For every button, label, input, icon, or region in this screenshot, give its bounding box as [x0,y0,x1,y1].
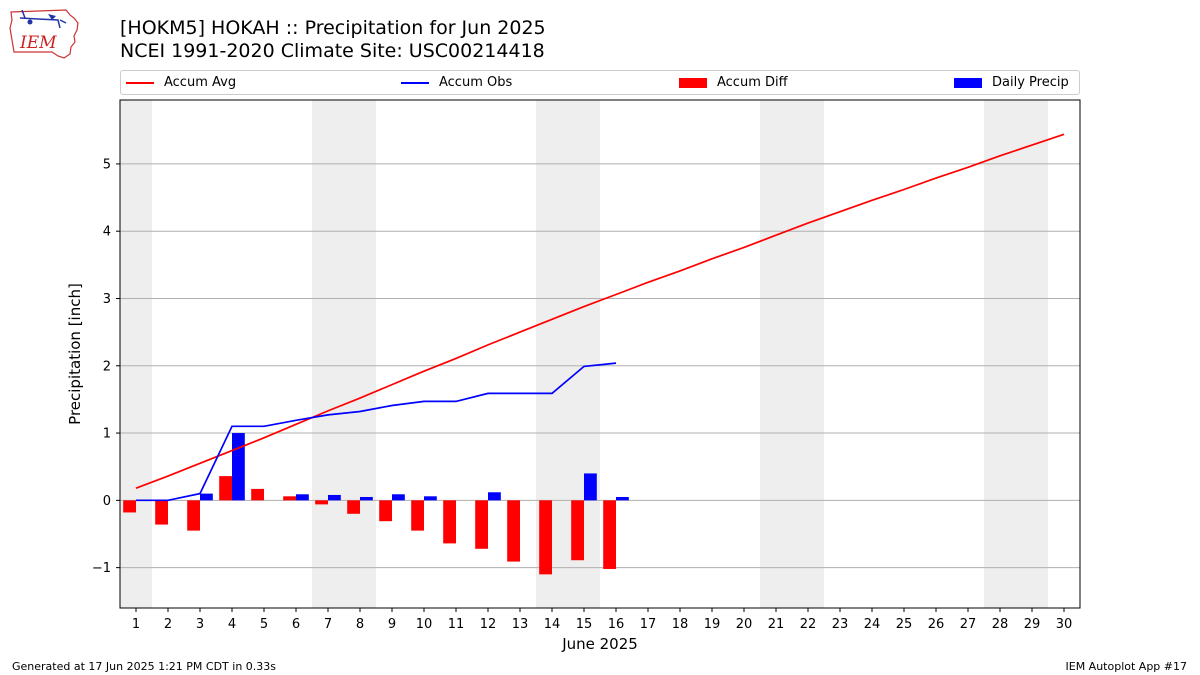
x-tick-label: 12 [480,617,497,632]
x-tick-label: 22 [800,617,817,632]
x-tick-label: 18 [672,617,689,632]
y-tick-label: −1 [92,561,111,576]
daily-precip-bar [328,494,341,501]
accum-diff-bar [411,500,424,531]
legend-item-accum-avg: Accum Avg [126,71,236,94]
x-tick-label: 27 [960,617,977,632]
daily-precip-bar [200,493,213,501]
x-tick-label: 10 [416,617,433,632]
x-axis-label: June 2025 [561,635,638,653]
accum-diff-bar [251,488,264,501]
x-tick-label: 29 [1024,617,1041,632]
y-tick-label: 3 [103,292,111,307]
x-tick-label: 25 [896,617,913,632]
legend-item-accum-obs: Accum Obs [401,71,512,94]
legend-item-accum-diff: Accum Diff [679,71,788,94]
legend-swatch-accum-avg [126,81,154,84]
accum-diff-bar [347,500,360,514]
x-tick-label: 2 [164,617,172,632]
legend-label-accum-avg: Accum Avg [164,75,237,90]
x-tick-label: 28 [992,617,1009,632]
daily-precip-bar [616,496,629,501]
y-axis-label: Precipitation [inch] [66,283,84,425]
x-tick-label: 13 [512,617,529,632]
x-tick-label: 3 [196,617,204,632]
accum-diff-bar [443,500,456,544]
weekend-band [312,100,376,608]
y-tick-label: 4 [103,225,111,240]
chart-legend: Accum Avg Accum Obs Accum Diff Daily Pre… [120,70,1080,95]
x-tick-label: 6 [292,617,300,632]
chart-subtitle: NCEI 1991-2020 Climate Site: USC00214418 [120,40,545,62]
x-tick-label: 14 [544,617,561,632]
daily-precip-bar [360,496,373,501]
autoplot-app-label: IEM Autoplot App #17 [1065,660,1188,673]
weekend-band [120,100,152,608]
accum-diff-bar [475,500,488,549]
accum-diff-bar [283,496,296,501]
accum-diff-bar [571,500,584,561]
x-tick-label: 15 [576,617,593,632]
legend-label-accum-obs: Accum Obs [439,75,513,90]
x-tick-label: 20 [736,617,753,632]
daily-precip-bar [424,496,437,501]
y-tick-label: 5 [103,157,111,172]
x-tick-label: 30 [1056,617,1073,632]
accum-diff-bar [123,500,136,513]
iowa-state-outline-icon [9,9,79,59]
accum-diff-bar [539,500,552,575]
accum-diff-bar [507,500,520,562]
x-tick-label: 8 [356,617,364,632]
daily-precip-bar [488,492,501,501]
x-tick-label: 16 [608,617,625,632]
weekend-band [760,100,824,608]
x-tick-label: 5 [260,617,268,632]
y-tick-label: 2 [103,359,111,374]
x-tick-label: 11 [448,617,465,632]
accum-diff-bar [315,500,328,505]
legend-label-accum-diff: Accum Diff [717,75,788,90]
accum-diff-bar [379,500,392,522]
legend-item-daily-precip: Daily Precip [954,71,1069,94]
accum-obs-line [136,362,617,502]
chart-title: [HOKM5] HOKAH :: Precipitation for Jun 2… [120,17,546,39]
x-tick-label: 9 [388,617,396,632]
x-tick-label: 17 [640,617,657,632]
x-tick-label: 19 [704,617,721,632]
y-tick-label: 1 [103,427,111,442]
daily-precip-bar [296,494,309,501]
daily-precip-bar [584,473,597,501]
x-tick-label: 26 [928,617,945,632]
legend-swatch-daily-precip [954,77,982,88]
legend-label-daily-precip: Daily Precip [992,75,1069,90]
accum-diff-bar [219,476,232,501]
y-tick-label: 0 [103,494,111,509]
x-tick-label: 23 [832,617,849,632]
accum-diff-bar [187,500,200,531]
iem-logo: IEM [8,6,80,60]
weekend-band [984,100,1048,608]
accum-avg-line [135,133,1065,489]
legend-swatch-accum-diff [679,77,707,88]
x-tick-label: 21 [768,617,785,632]
accum-diff-bar [603,500,616,569]
x-tick-label: 24 [864,617,881,632]
daily-precip-bar [392,494,405,501]
x-tick-label: 4 [228,617,236,632]
plot-frame [119,99,1081,609]
x-tick-label: 7 [324,617,332,632]
legend-swatch-accum-obs [401,81,429,84]
generated-timestamp: Generated at 17 Jun 2025 1:21 PM CDT in … [12,660,277,673]
logo-text: IEM [19,33,57,53]
daily-precip-bar [232,433,245,501]
x-tick-label: 1 [132,617,140,632]
accum-diff-bar [155,500,168,525]
